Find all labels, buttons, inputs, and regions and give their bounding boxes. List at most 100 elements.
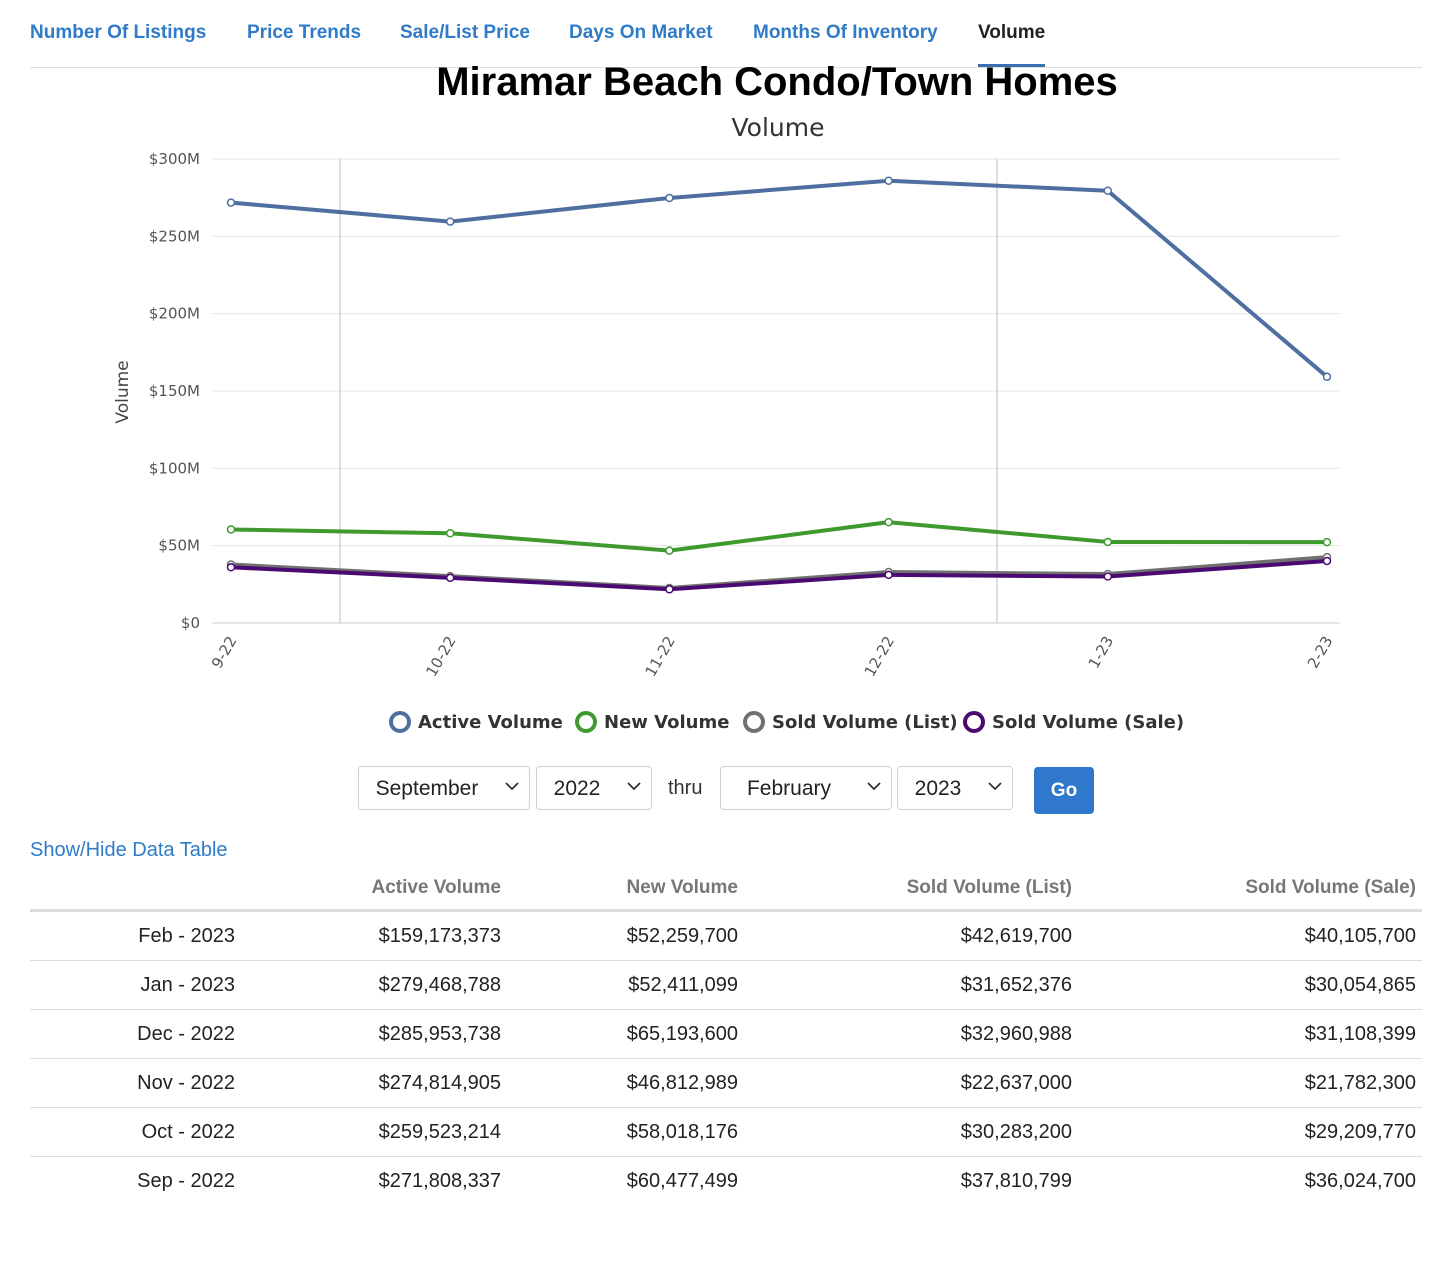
table-cell-value: $271,808,337	[378, 1169, 501, 1192]
table-cell-value: $159,173,373	[241, 910, 507, 961]
table-header-sold-volume-list: Sold Volume (List)	[744, 866, 1078, 912]
data-point[interactable]	[665, 546, 674, 555]
table-cell-value: $46,812,989	[507, 1058, 744, 1108]
y-tick-label: $50M	[158, 537, 200, 555]
tab-months-of-inventory[interactable]: Months Of Inventory	[753, 22, 938, 43]
data-point[interactable]	[226, 525, 236, 534]
data-point[interactable]	[445, 573, 455, 583]
data-point[interactable]	[1322, 372, 1332, 382]
chart-grid	[212, 158, 1340, 624]
y-tick-label: $200M	[149, 305, 200, 323]
go-button[interactable]: Go	[1034, 767, 1094, 814]
table-cell-value: $32,960,988	[744, 1009, 1078, 1059]
data-table: Active Volume New Volume Sold Volume (Li…	[30, 866, 1422, 1205]
data-point[interactable]	[884, 517, 893, 527]
table-cell-value: $37,810,799	[960, 1169, 1072, 1192]
y-tick-label: $0	[181, 614, 200, 632]
table-row: Sep - 2022 $271,808,337 $60,477,499 $37,810…	[30, 1157, 1422, 1206]
table-header-new-volume: New Volume	[507, 866, 744, 912]
series-0	[226, 176, 1332, 382]
active-tab-indicator	[978, 64, 1046, 67]
table-cell-value: $31,652,376	[744, 960, 1078, 1010]
legend-item[interactable]: Sold Volume (List)	[743, 711, 958, 733]
y-tick-label: $150M	[149, 382, 200, 400]
legend-marker-icon	[963, 711, 985, 733]
table-cell-value: $30,283,200	[744, 1107, 1078, 1157]
data-point[interactable]	[1103, 537, 1113, 547]
data-point[interactable]	[665, 193, 674, 203]
table-row: Dec - 2022 $285,953,738 $65,193,600 $32,960…	[30, 1009, 1422, 1059]
x-tick-label: 9-22	[208, 633, 241, 671]
legend-label: Active Volume	[418, 712, 563, 733]
data-point[interactable]	[884, 176, 893, 185]
data-point[interactable]	[445, 529, 455, 538]
tab-sale-list-price[interactable]: Sale/List Price	[400, 22, 530, 43]
table-cell-value: $65,193,600	[507, 1009, 744, 1059]
tab-days-on-market[interactable]: Days On Market	[569, 22, 713, 43]
legend-marker-icon	[743, 711, 765, 733]
y-tick-label: $300M	[149, 150, 200, 168]
end-year-select[interactable]: 2023	[897, 766, 1013, 810]
chevron-down-icon	[627, 782, 641, 791]
chart-legend: Active Volume New Volume Sold Volume (List…	[389, 711, 1184, 733]
tab-bar: Number Of Listings Price Trends Sale/Lis…	[30, 0, 1422, 68]
chevron-down-icon	[505, 782, 519, 791]
series-3	[226, 556, 1332, 594]
x-tick-label: 2-23	[1304, 633, 1337, 671]
y-axis-ticks: $0 $50M $100M $150M $200M $250M $300M	[149, 150, 200, 632]
table-body: Feb - 2023 $159,173,373 $52,259,700 $42,619…	[30, 910, 1422, 1206]
series-line	[230, 558, 1328, 592]
table-cell-period: Nov - 2022	[30, 1058, 241, 1108]
table-cell-value: $52,411,099	[507, 960, 744, 1010]
data-point[interactable]	[665, 585, 674, 594]
data-point[interactable]	[226, 563, 236, 572]
legend-item[interactable]: New Volume	[575, 711, 729, 733]
y-tick-label: $250M	[149, 227, 200, 245]
tab-volume[interactable]: Volume	[978, 22, 1046, 67]
end-month-select[interactable]: February	[720, 766, 892, 810]
end-month-value: February	[746, 777, 832, 800]
table-cell-value: $30,054,865	[1078, 960, 1422, 1010]
legend-marker-icon	[389, 711, 411, 733]
legend-label: Sold Volume (Sale)	[992, 712, 1184, 733]
x-tick-label: 10-22	[422, 633, 459, 680]
start-year-value: 2022	[553, 777, 601, 800]
start-month-value: September	[375, 777, 479, 800]
data-point[interactable]	[1322, 556, 1332, 566]
start-month-select[interactable]: September	[358, 766, 530, 810]
table-header-period	[30, 866, 241, 912]
data-point[interactable]	[445, 217, 455, 226]
series-line	[230, 520, 1328, 553]
data-point[interactable]	[1103, 186, 1113, 196]
data-point[interactable]	[884, 570, 893, 580]
chevron-down-icon	[867, 782, 881, 791]
data-point[interactable]	[1322, 537, 1332, 547]
table-cell-value: $279,468,788	[241, 960, 507, 1010]
legend-label: New Volume	[604, 712, 729, 733]
table-cell-period: Sep - 2022	[137, 1169, 235, 1192]
series-1	[226, 517, 1332, 555]
x-tick-label: 12-22	[861, 633, 898, 680]
table-cell-value: $274,814,905	[241, 1058, 507, 1108]
table-cell-value: $58,018,176	[507, 1107, 744, 1157]
x-tick-label: 11-22	[641, 633, 678, 680]
tab-price-trends[interactable]: Price Trends	[247, 22, 362, 43]
table-cell-value: $31,108,399	[1078, 1009, 1422, 1059]
legend-item[interactable]: Active Volume	[389, 711, 563, 733]
table-cell-value: $52,259,700	[507, 910, 744, 961]
table-cell-value: $36,024,700	[1304, 1169, 1416, 1192]
legend-item[interactable]: Sold Volume (Sale)	[963, 711, 1184, 733]
table-header-active-volume: Active Volume	[241, 866, 507, 912]
table-row: Nov - 2022 $274,814,905 $46,812,989 $22,637…	[30, 1058, 1422, 1108]
table-cell-period: Feb - 2023	[30, 910, 241, 961]
data-point[interactable]	[1103, 572, 1113, 581]
start-year-select[interactable]: 2022	[536, 766, 652, 810]
table-cell-value: $42,619,700	[744, 910, 1078, 961]
table-cell-period: Dec - 2022	[30, 1009, 241, 1059]
table-row: Jan - 2023 $279,468,788 $52,411,099 $31,652…	[30, 960, 1422, 1010]
table-cell-value: $22,637,000	[744, 1058, 1078, 1108]
data-point[interactable]	[226, 198, 236, 207]
tab-number-of-listings[interactable]: Number Of Listings	[30, 22, 207, 43]
show-hide-data-table-link[interactable]: Show/Hide Data Table	[30, 839, 228, 861]
table-cell-value: $259,523,214	[241, 1107, 507, 1157]
